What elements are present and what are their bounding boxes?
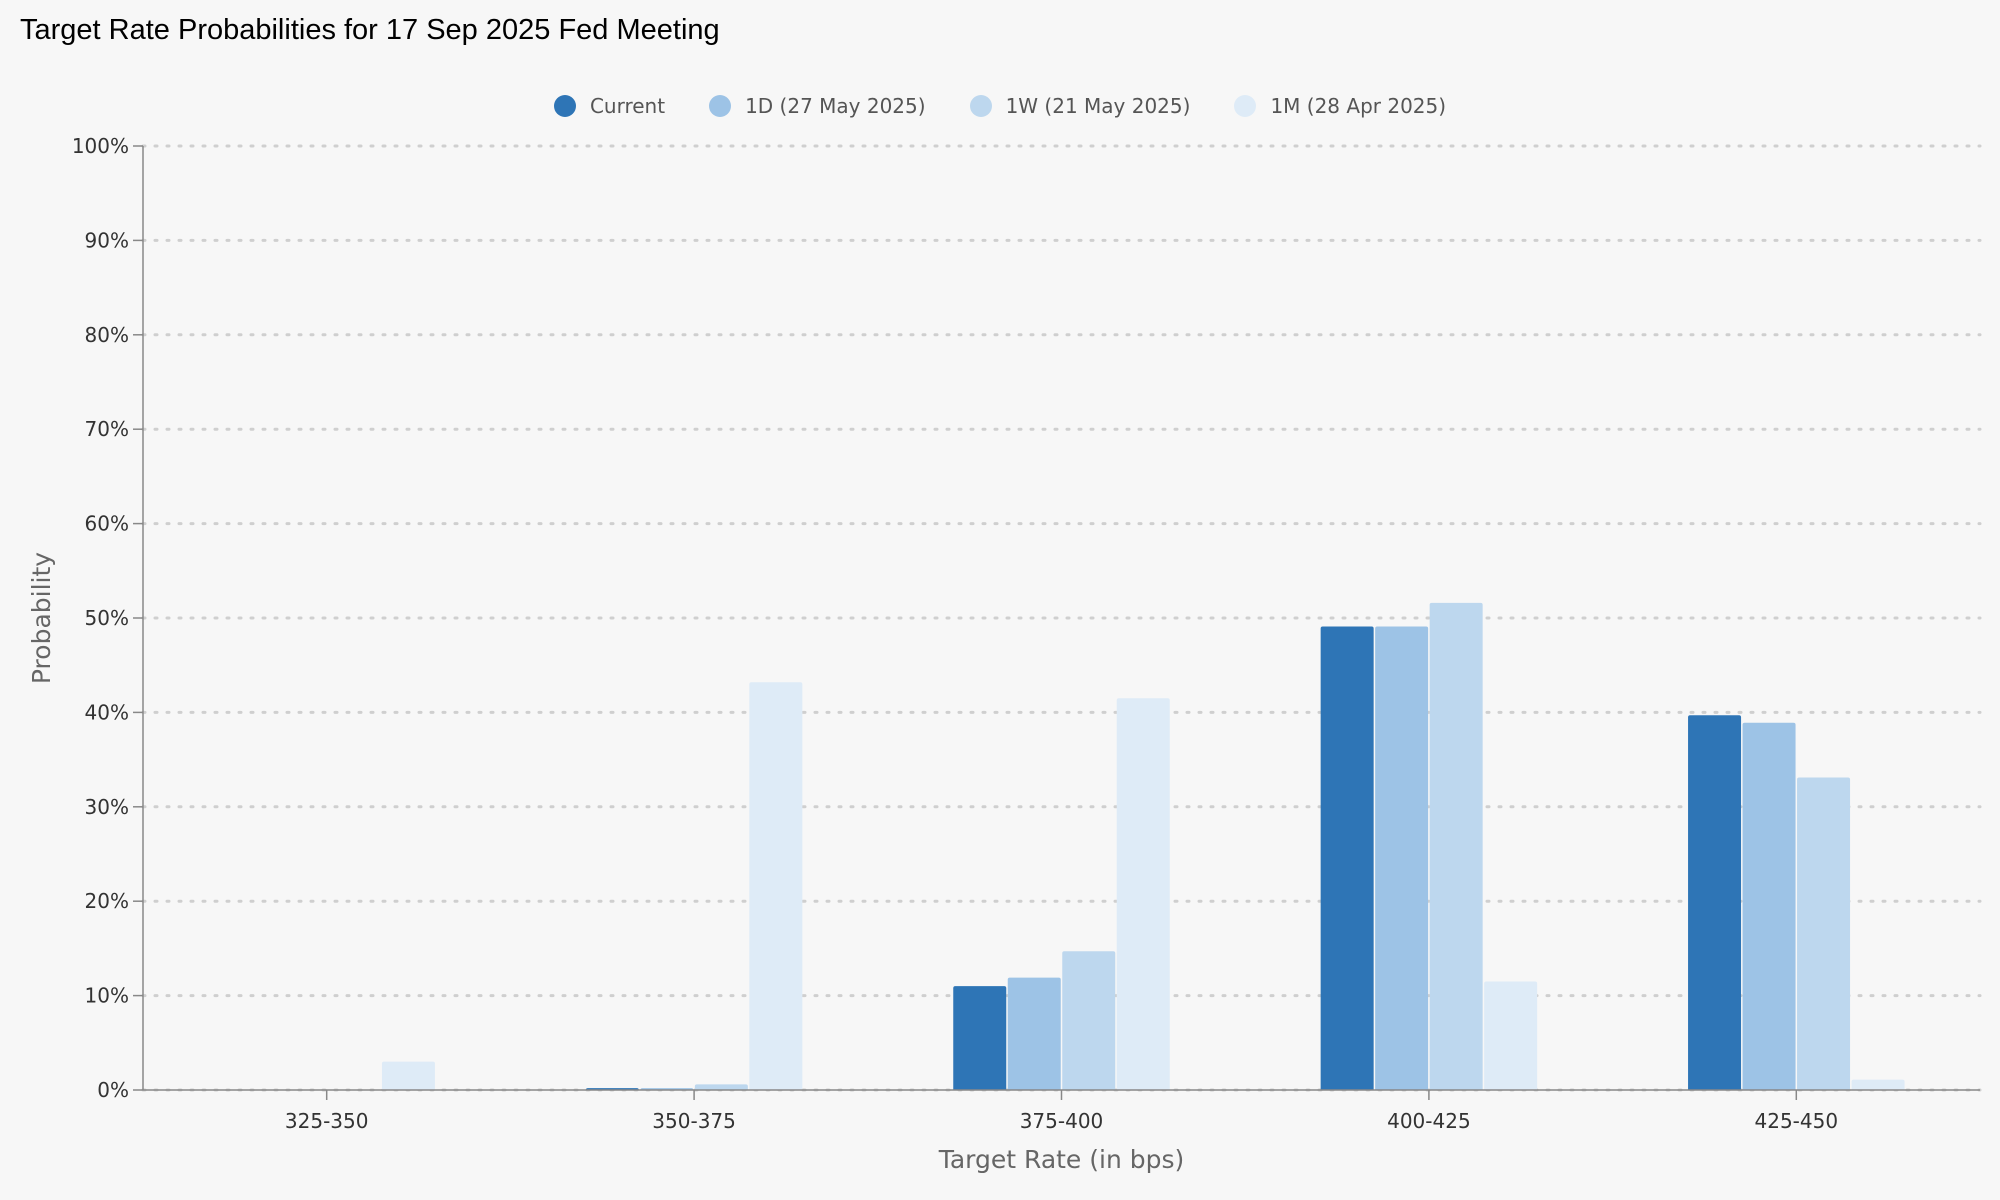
- y-tick-label: 100%: [72, 134, 129, 158]
- bar-325-350-series-3[interactable]: [381, 1061, 435, 1090]
- legend-item-1w[interactable]: 1W (21 May 2025): [969, 94, 1191, 118]
- legend-marker-1w: [969, 95, 992, 117]
- bar-400-425-series-2[interactable]: [1429, 602, 1483, 1090]
- y-tick-label: 40%: [85, 700, 129, 724]
- y-axis-title: Probability: [27, 552, 56, 684]
- y-tick-label: 10%: [85, 984, 129, 1008]
- bar-375-400-series-1[interactable]: [1007, 977, 1061, 1090]
- bar-375-400-series-3[interactable]: [1116, 698, 1170, 1090]
- legend-label-1m: 1M (28 Apr 2025): [1270, 94, 1447, 118]
- y-tick-label: 80%: [85, 323, 129, 347]
- x-tick-label: 350-375: [652, 1109, 736, 1133]
- legend-marker-1m: [1234, 95, 1257, 117]
- x-tick-label: 400-425: [1387, 1109, 1471, 1133]
- bar-400-425-series-0[interactable]: [1320, 626, 1374, 1090]
- legend-marker-1d: [709, 95, 732, 117]
- bar-375-400-series-0[interactable]: [953, 986, 1007, 1090]
- y-tick-label: 50%: [85, 606, 129, 630]
- x-tick-label: 425-450: [1755, 1109, 1839, 1133]
- legend: Current 1D (27 May 2025) 1W (21 May 2025…: [0, 90, 2000, 122]
- bar-350-375-series-2[interactable]: [694, 1084, 748, 1090]
- y-tick-label: 20%: [85, 889, 129, 913]
- legend-label-1w: 1W (21 May 2025): [1005, 94, 1191, 118]
- legend-label-1d: 1D (27 May 2025): [745, 94, 926, 118]
- x-tick-label: 375-400: [1020, 1109, 1104, 1133]
- bar-350-375-series-3[interactable]: [749, 682, 803, 1090]
- x-axis-ticks: 325-350 350-375 375-400 400-425 425-450: [285, 1090, 1838, 1133]
- bars: [381, 602, 1905, 1091]
- bar-425-450-series-1[interactable]: [1742, 722, 1796, 1090]
- chart-title: Target Rate Probabilities for 17 Sep 202…: [20, 14, 720, 46]
- legend-marker-current: [553, 95, 576, 117]
- y-axis-ticks: 0% 10% 20% 30% 40% 50% 60% 70% 80% 90% 100%: [72, 134, 143, 1102]
- legend-label-current: Current: [589, 94, 666, 118]
- y-tick-label: 30%: [85, 795, 129, 819]
- y-tick-label: 60%: [85, 512, 129, 536]
- x-axis-title: Target Rate (in bps): [938, 1145, 1185, 1174]
- bar-425-450-series-3[interactable]: [1851, 1079, 1905, 1090]
- bar-425-450-series-0[interactable]: [1688, 715, 1742, 1090]
- y-tick-label: 0%: [97, 1078, 129, 1102]
- legend-item-current[interactable]: Current: [553, 94, 666, 118]
- y-tick-label: 70%: [85, 417, 129, 441]
- bar-400-425-series-1[interactable]: [1375, 626, 1429, 1090]
- bar-425-450-series-2[interactable]: [1797, 777, 1851, 1090]
- bar-375-400-series-2[interactable]: [1062, 951, 1116, 1090]
- bar-400-425-series-3[interactable]: [1484, 981, 1538, 1090]
- y-tick-label: 90%: [85, 228, 129, 252]
- legend-item-1d[interactable]: 1D (27 May 2025): [709, 94, 926, 118]
- legend-item-1m[interactable]: 1M (28 Apr 2025): [1234, 94, 1446, 118]
- x-tick-label: 325-350: [285, 1109, 369, 1133]
